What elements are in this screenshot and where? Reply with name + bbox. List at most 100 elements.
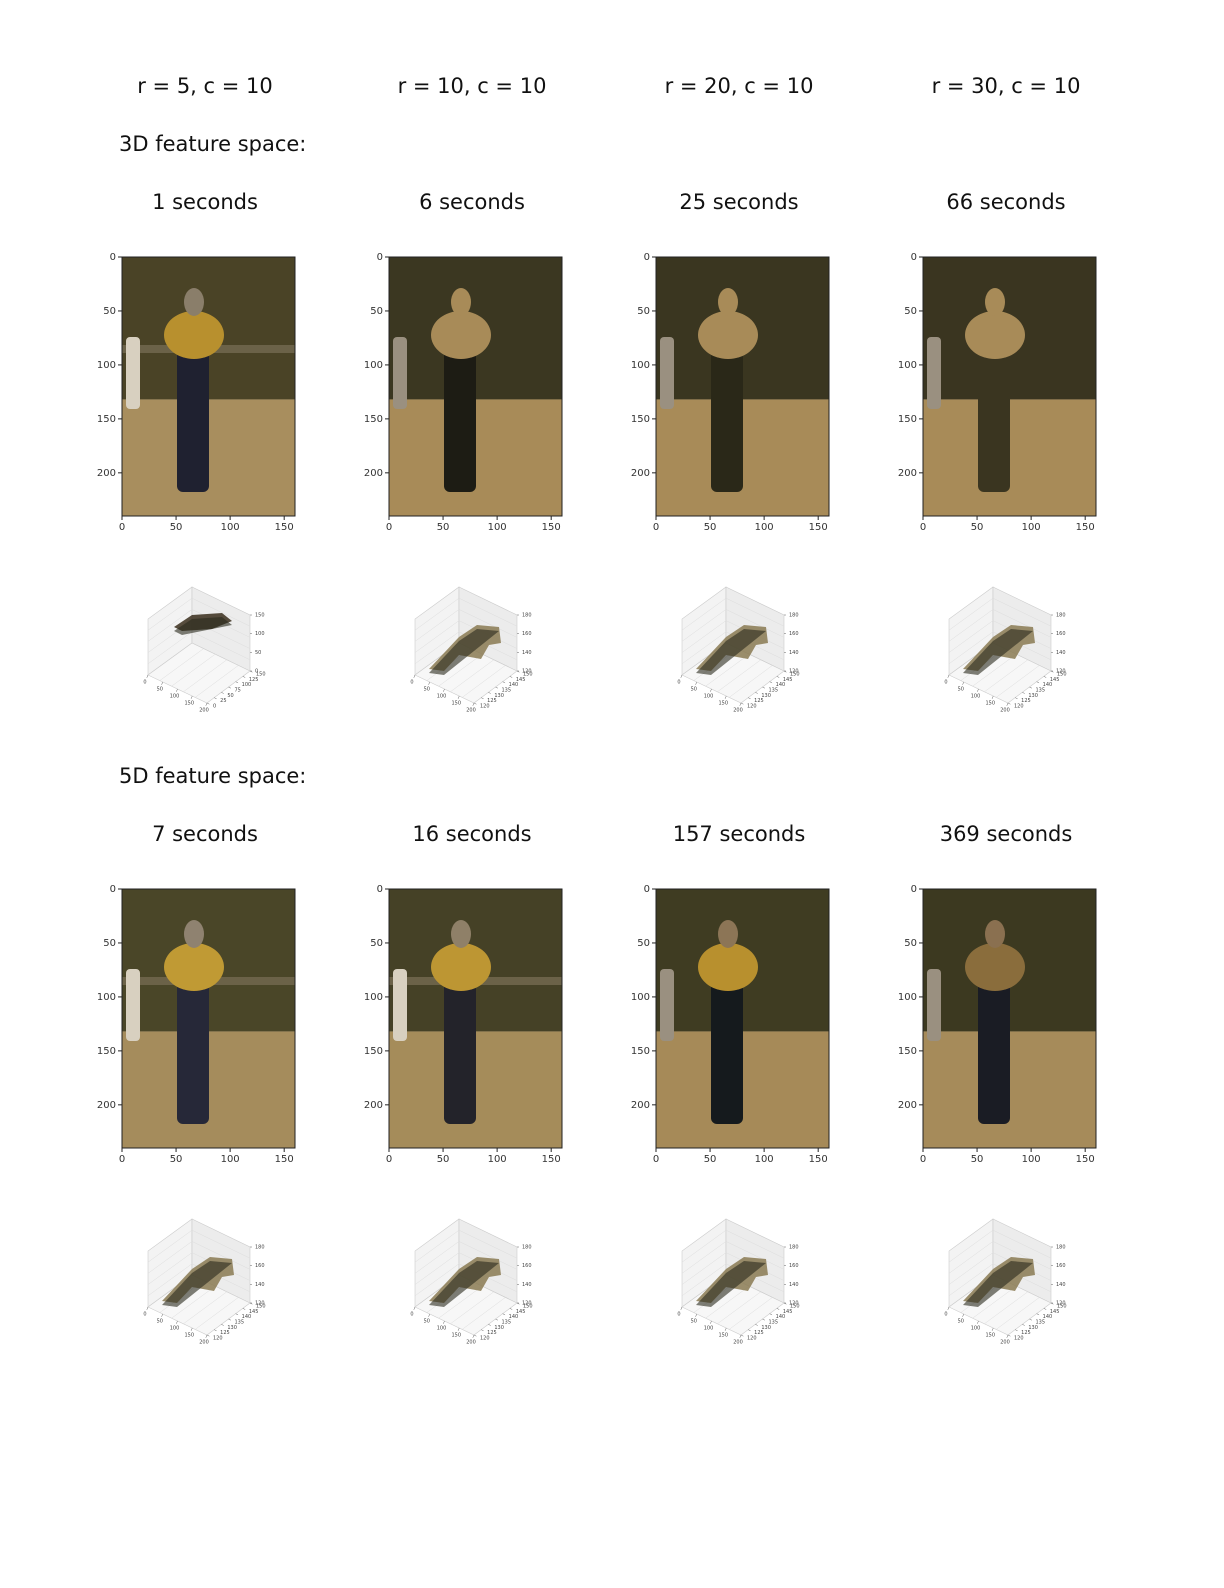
tick-3d bbox=[495, 686, 499, 689]
tick-3d bbox=[146, 1306, 149, 1310]
tick-3d bbox=[1036, 1313, 1040, 1316]
tick-label-3d: 0 bbox=[143, 1312, 146, 1318]
image-person-head bbox=[985, 920, 1005, 948]
tick-label-3d: 125 bbox=[1021, 1330, 1031, 1336]
tick-label-3d: 180 bbox=[1056, 1245, 1066, 1251]
image-frame bbox=[922, 256, 1097, 517]
grid-line bbox=[705, 653, 750, 687]
tick-label-3d: 145 bbox=[1050, 1309, 1060, 1315]
y-tick-label: 150 bbox=[97, 414, 116, 425]
section-label: 5D feature space: bbox=[119, 764, 306, 788]
tick-3d bbox=[214, 697, 217, 700]
tick-label-3d: 100 bbox=[170, 1326, 180, 1332]
tick-3d bbox=[228, 686, 232, 689]
tick-label-3d: 180 bbox=[789, 1245, 799, 1251]
grid-line bbox=[438, 653, 483, 687]
grid-line bbox=[462, 665, 506, 698]
tick-3d bbox=[457, 695, 460, 699]
tick-3d bbox=[755, 692, 758, 694]
y-tick-label: 50 bbox=[103, 306, 116, 317]
tick-3d bbox=[161, 681, 163, 685]
tick-label-3d: 150 bbox=[790, 672, 800, 678]
column-header: r = 20, c = 10 bbox=[665, 74, 814, 98]
x-tick-label: 150 bbox=[275, 1154, 294, 1165]
tick-3d bbox=[443, 1320, 445, 1324]
grid-line bbox=[147, 1241, 193, 1274]
image-frame bbox=[388, 256, 563, 517]
y-tick-label: 50 bbox=[637, 938, 650, 949]
tick-3d bbox=[1015, 697, 1018, 700]
tick-label-3d: 150 bbox=[523, 672, 533, 678]
grid-line bbox=[414, 609, 460, 642]
tick-label-3d: 160 bbox=[789, 631, 799, 637]
tick-3d bbox=[977, 688, 979, 692]
tick-label-3d: 200 bbox=[733, 1340, 743, 1346]
tick-label-3d: 120 bbox=[789, 1301, 799, 1307]
y-tick-label: 200 bbox=[364, 1100, 383, 1111]
image-person-body bbox=[444, 974, 476, 1124]
y-tick-label: 200 bbox=[898, 468, 917, 479]
tick-3d bbox=[740, 1334, 744, 1337]
tick-label-3d: 120 bbox=[1014, 704, 1024, 710]
tick-label-3d: 145 bbox=[516, 677, 526, 683]
tick-label-3d: 50 bbox=[691, 687, 697, 693]
tick-label-3d: 0 bbox=[944, 680, 947, 686]
x-tick-label: 50 bbox=[971, 1154, 984, 1165]
tick-label-3d: 150 bbox=[256, 1304, 266, 1310]
tick-label-3d: 125 bbox=[249, 677, 259, 683]
point-cloud-dark bbox=[174, 617, 232, 635]
grid-line bbox=[948, 620, 994, 653]
tick-3d bbox=[991, 695, 994, 699]
x-tick-label: 100 bbox=[755, 522, 774, 533]
tick-3d bbox=[488, 1324, 491, 1326]
x-tick-label: 0 bbox=[386, 1154, 392, 1165]
grid-line bbox=[984, 1291, 1028, 1325]
tick-label-3d: 100 bbox=[437, 1326, 447, 1332]
segmented-image bbox=[655, 256, 830, 517]
tick-3d bbox=[190, 695, 193, 699]
point-cloud-dark bbox=[696, 629, 766, 675]
image-person-coat bbox=[965, 311, 1025, 359]
tick-3d bbox=[473, 702, 477, 705]
segmented-image bbox=[121, 888, 296, 1149]
tick-label-3d: 150 bbox=[1057, 672, 1067, 678]
x-tick-label: 150 bbox=[542, 1154, 561, 1165]
tick-label-3d: 130 bbox=[494, 693, 504, 699]
tick-label-3d: 135 bbox=[235, 1320, 245, 1326]
image-person-head bbox=[718, 288, 738, 316]
segmented-image bbox=[388, 888, 563, 1149]
y-tick-label: 0 bbox=[377, 884, 383, 895]
tick-3d bbox=[962, 1313, 964, 1317]
tick-3d bbox=[1007, 702, 1011, 705]
tick-3d bbox=[473, 1334, 477, 1337]
image-person-coat bbox=[164, 311, 224, 359]
tick-label-3d: 130 bbox=[227, 1325, 237, 1331]
time-label: 25 seconds bbox=[679, 190, 798, 214]
tick-label-3d: 150 bbox=[451, 701, 461, 707]
image-bystander bbox=[393, 337, 407, 409]
image-bystander bbox=[660, 969, 674, 1041]
tick-label-3d: 200 bbox=[199, 708, 209, 714]
tick-label-3d: 140 bbox=[789, 1282, 799, 1288]
tick-label-3d: 120 bbox=[1014, 1336, 1024, 1342]
tick-label-3d: 200 bbox=[1000, 708, 1010, 714]
tick-3d bbox=[190, 1327, 193, 1331]
x-tick-label: 150 bbox=[809, 1154, 828, 1165]
scatter-3d: 0501001502001201251301351401451501201401… bbox=[410, 586, 533, 714]
image-person-head bbox=[718, 920, 738, 948]
tick-label-3d: 135 bbox=[502, 688, 512, 694]
tick-3d bbox=[428, 681, 430, 685]
tick-label-3d: 120 bbox=[522, 1301, 532, 1307]
tick-3d bbox=[724, 1327, 727, 1331]
grid-line bbox=[725, 609, 785, 638]
y-tick-label: 150 bbox=[364, 414, 383, 425]
grid-line bbox=[681, 631, 727, 665]
grid-line bbox=[450, 1291, 494, 1325]
image-person-coat bbox=[965, 943, 1025, 991]
grid-line bbox=[729, 665, 773, 698]
tick-3d bbox=[962, 681, 964, 685]
tick-label-3d: 180 bbox=[255, 1245, 265, 1251]
grid-line bbox=[948, 1263, 994, 1297]
tick-label-3d: 160 bbox=[522, 631, 532, 637]
tick-label-3d: 145 bbox=[783, 1309, 793, 1315]
